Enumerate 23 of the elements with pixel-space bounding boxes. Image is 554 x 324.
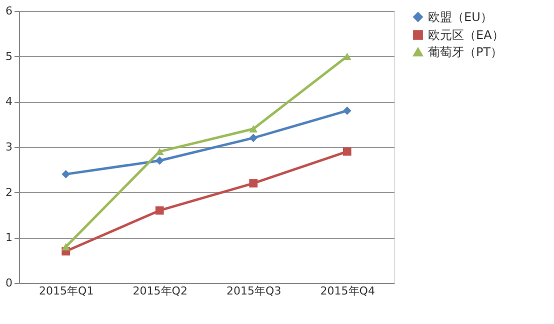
x-tick-label: 2015年Q3 — [226, 284, 282, 298]
y-tick-label: 6 — [6, 4, 12, 18]
point — [155, 156, 164, 165]
point — [62, 170, 70, 178]
point — [342, 106, 352, 115]
y-tick-label: 4 — [6, 95, 12, 108]
legend-label: 欧盟（EU） — [428, 10, 492, 24]
point — [62, 243, 70, 250]
y-tick-label: 3 — [6, 140, 12, 154]
y-tick-label: 5 — [6, 50, 12, 63]
x-tick-label: 2015年Q1 — [39, 284, 94, 298]
point — [155, 206, 164, 215]
x-tick-label: 2015年Q4 — [320, 284, 375, 298]
legend-label: 欧元区（EA） — [428, 28, 504, 42]
x-tick-label: 2015年Q2 — [132, 284, 188, 298]
y-tick-label: 0 — [6, 276, 12, 290]
point — [342, 147, 352, 156]
point — [249, 134, 258, 142]
y-tick-label: 2 — [6, 186, 12, 199]
y-tick-label: 1 — [6, 231, 12, 244]
legend-label: 葡萄牙（PT） — [428, 45, 503, 59]
point — [249, 125, 258, 132]
point — [249, 179, 258, 188]
